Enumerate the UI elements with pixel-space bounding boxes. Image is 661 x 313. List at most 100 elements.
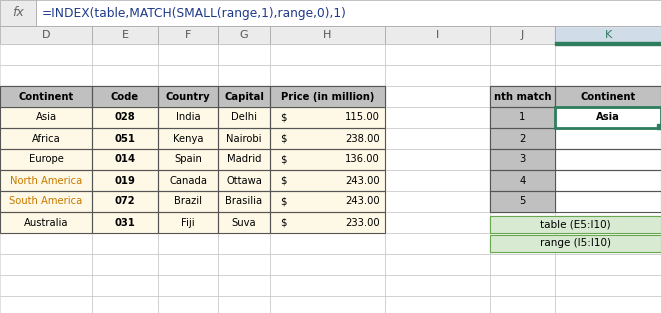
Bar [158, 107, 218, 128]
Text: 1: 1 [520, 112, 525, 122]
Bar [92, 191, 158, 212]
Bar [270, 212, 385, 233]
Bar [92, 86, 158, 107]
Bar [270, 107, 385, 128]
Bar [158, 128, 218, 149]
Bar [0, 128, 92, 149]
Text: Australia: Australia [24, 218, 68, 228]
Bar [555, 191, 661, 212]
Bar [36, 0, 661, 26]
Text: Asia: Asia [596, 112, 620, 122]
Bar [555, 275, 661, 296]
Bar [270, 128, 385, 149]
Bar [92, 44, 158, 65]
Bar [218, 212, 270, 233]
Bar [555, 149, 661, 170]
Bar [0, 86, 92, 107]
Bar [270, 65, 385, 86]
Bar [92, 149, 158, 170]
Text: $: $ [280, 218, 286, 228]
Bar [218, 212, 270, 233]
Bar [158, 107, 218, 128]
Text: 238.00: 238.00 [346, 134, 380, 143]
Bar [385, 191, 490, 212]
Bar [218, 254, 270, 275]
Bar [490, 44, 555, 65]
Bar [490, 254, 555, 275]
Text: Brazil: Brazil [174, 197, 202, 207]
Text: 072: 072 [115, 197, 136, 207]
Bar [490, 128, 555, 149]
Bar [0, 149, 92, 170]
Bar [555, 170, 661, 191]
Bar [490, 216, 661, 233]
Text: D: D [42, 30, 50, 40]
Bar [158, 254, 218, 275]
Bar [158, 275, 218, 296]
Bar [490, 107, 555, 128]
Bar [0, 149, 92, 170]
Text: nth match: nth match [494, 91, 551, 101]
Bar [0, 128, 92, 149]
Bar [490, 170, 555, 191]
Bar [0, 275, 92, 296]
Bar [555, 191, 661, 212]
Bar [555, 296, 661, 313]
Bar [218, 107, 270, 128]
Bar [0, 86, 92, 107]
Bar [158, 86, 218, 107]
Bar [218, 107, 270, 128]
Text: Code: Code [111, 91, 139, 101]
Bar [490, 170, 555, 191]
Bar [0, 86, 92, 107]
Bar [158, 275, 218, 296]
Bar [158, 86, 218, 107]
Bar [490, 86, 555, 107]
Bar [218, 275, 270, 296]
Bar [555, 107, 661, 128]
Bar [555, 296, 661, 313]
Text: K: K [604, 30, 611, 40]
Bar [0, 275, 92, 296]
Bar [385, 107, 490, 128]
Bar [92, 128, 158, 149]
Bar [218, 128, 270, 149]
Bar [555, 107, 661, 128]
Bar [490, 26, 555, 44]
Bar [270, 191, 385, 212]
Bar [270, 26, 385, 44]
Bar [490, 86, 555, 107]
Bar [385, 233, 490, 254]
Bar [92, 149, 158, 170]
Bar [0, 86, 92, 107]
Bar [218, 149, 270, 170]
Bar [0, 191, 92, 212]
Bar [490, 235, 661, 252]
Bar [92, 128, 158, 149]
Bar [92, 254, 158, 275]
Bar [270, 107, 385, 128]
Bar [0, 149, 92, 170]
Bar [385, 233, 490, 254]
Bar [92, 65, 158, 86]
Bar [158, 86, 218, 107]
Bar [218, 191, 270, 212]
Bar [385, 254, 490, 275]
Bar [158, 254, 218, 275]
Bar [218, 149, 270, 170]
Bar [218, 212, 270, 233]
Bar [555, 128, 661, 149]
Bar [92, 128, 158, 149]
Bar [218, 191, 270, 212]
Text: 031: 031 [114, 218, 136, 228]
Bar [218, 65, 270, 86]
Bar [385, 296, 490, 313]
Bar [92, 170, 158, 191]
Bar [0, 65, 92, 86]
Bar [270, 212, 385, 233]
Bar [158, 191, 218, 212]
Bar [92, 149, 158, 170]
Text: Delhi: Delhi [231, 112, 257, 122]
Bar [490, 170, 555, 191]
Bar [270, 191, 385, 212]
